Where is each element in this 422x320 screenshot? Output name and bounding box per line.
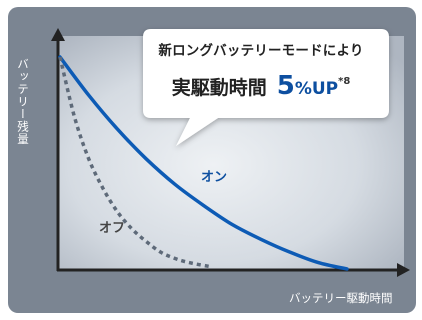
y-axis-label: バッテリー残量 [16, 58, 30, 146]
callout: 新ロングバッテリーモードにより 実駆動時間 5%UP*8 [133, 29, 389, 119]
series-label-on: オン [201, 170, 228, 185]
callout-metric-label: 実駆動時間 [171, 77, 267, 99]
callout-value: 5 [276, 71, 295, 101]
series-line-on [58, 55, 349, 271]
callout-footnote: *8 [338, 76, 351, 87]
y-axis-arrow [51, 28, 65, 41]
x-axis-label: バッテリー駆動時間 [289, 291, 393, 305]
callout-metric: 実駆動時間 5%UP*8 [133, 71, 389, 101]
series-label-off: オフ [99, 221, 126, 236]
series-layer [58, 55, 349, 271]
callout-headline: 新ロングバッテリーモードにより [158, 43, 364, 59]
x-axis-arrow [397, 263, 410, 277]
callout-unit: %UP [294, 79, 339, 99]
callout-bubble [143, 29, 389, 146]
